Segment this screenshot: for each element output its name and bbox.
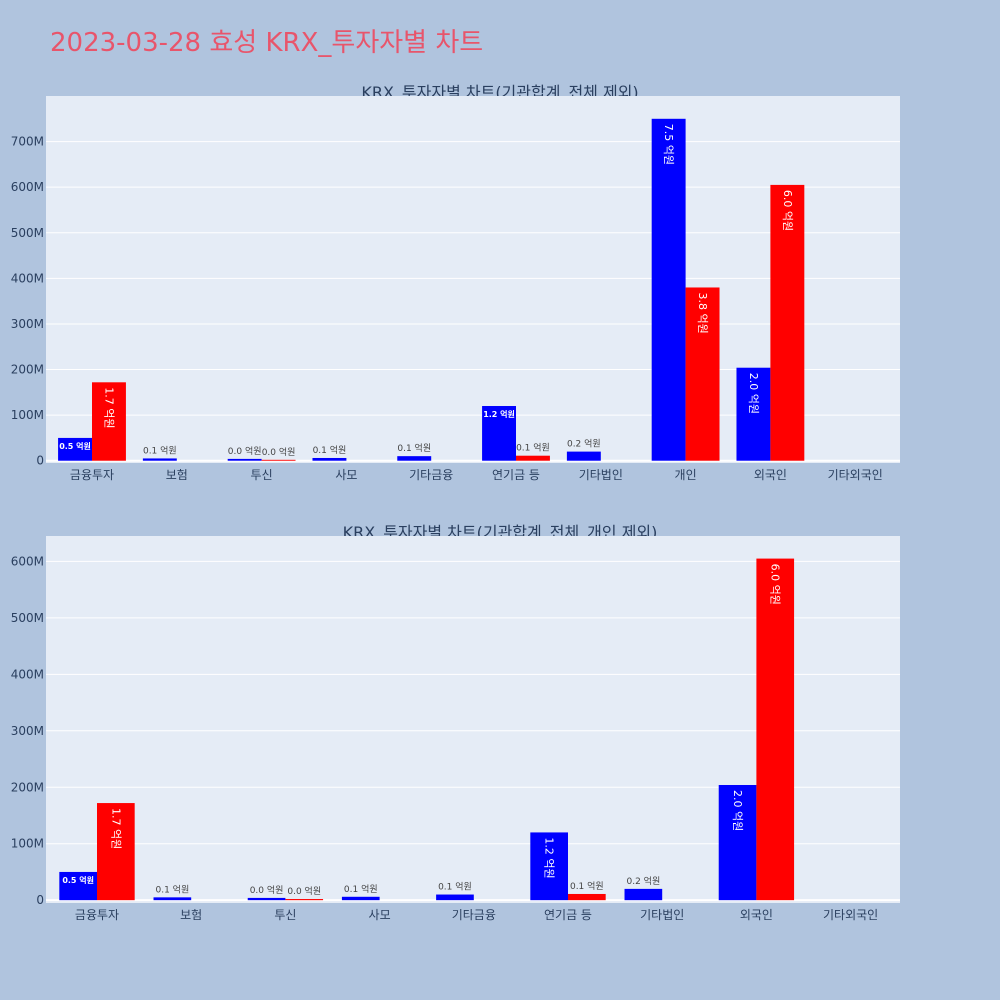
bar (341, 896, 380, 901)
bar (568, 893, 606, 901)
bar (153, 897, 192, 901)
bar (436, 894, 474, 901)
y-tick-label: 300M (11, 317, 44, 331)
x-tick-label: 개인 (675, 468, 697, 482)
bar-data-label: 0.1 억원 (397, 442, 431, 454)
chart-2: 0 100M 200M 300M 400M 500M 600M 금융투자 0.5 억원 1.7 억… (11, 536, 900, 922)
bar (285, 899, 324, 901)
chart-1: 0 100M 200M 300M 400M 500M 600M 700M 금융투자 0.5 억원 1… (11, 96, 900, 482)
bar-data-label: 1.2 억원 (483, 409, 515, 419)
bar-data-label: 0.5 억원 (59, 441, 91, 451)
bar (530, 832, 568, 901)
bar-data-label: 0.0 억원 (228, 445, 262, 457)
bar (58, 437, 92, 461)
y-tick-label: 0 (36, 454, 44, 468)
bar-data-label: 1.7 억원 (109, 808, 122, 849)
x-tick-label: 금융투자 (75, 908, 119, 922)
x-tick-label: 외국인 (754, 468, 787, 482)
bar (651, 118, 686, 461)
bar-data-label: 0.1 억원 (438, 881, 472, 893)
y-tick-label: 500M (11, 611, 44, 625)
bar (624, 888, 663, 901)
bar (685, 287, 720, 461)
x-tick-label: 금융투자 (70, 468, 114, 482)
x-tick-label: 기타법인 (579, 468, 623, 482)
y-tick-label: 100M (11, 837, 44, 851)
x-tick-label: 사모 (369, 908, 391, 922)
bar (97, 803, 135, 901)
x-tick-label: 기타법인 (640, 908, 684, 922)
y-tick-label: 500M (11, 226, 44, 240)
y-tick-label: 700M (11, 135, 44, 149)
bar-data-label: 0.1 억원 (570, 880, 604, 892)
bar-data-label: 0.0 억원 (250, 884, 284, 896)
bar (770, 184, 805, 461)
x-tick-label: 투신 (274, 908, 296, 922)
bar (566, 451, 601, 461)
x-tick-label: 기타금융 (452, 908, 496, 922)
x-tick-label: 보험 (166, 468, 188, 482)
bar (142, 458, 177, 461)
y-tick-label: 300M (11, 724, 44, 738)
bar-data-label: 1.2 억원 (543, 837, 556, 878)
x-tick-label: 연기금 등 (544, 908, 592, 922)
y-tick-label: 400M (11, 271, 44, 285)
y-tick-label: 600M (11, 554, 44, 568)
bar (397, 456, 432, 461)
bar-data-label: 7.5 억원 (662, 124, 675, 165)
bar (247, 897, 286, 901)
bar-data-label: 2.0 억원 (731, 790, 744, 831)
bar-data-label: 1.7 억원 (102, 387, 115, 428)
bar (312, 457, 347, 461)
bar (227, 458, 262, 461)
x-tick-label: 기타외국인 (823, 908, 878, 922)
y-tick-label: 400M (11, 667, 44, 681)
page-title: 2023-03-28 효성 KRX_투자자별 차트 (50, 28, 484, 58)
bar-data-label: 0.1 억원 (313, 444, 347, 456)
y-tick-label: 0 (36, 893, 44, 907)
x-tick-label: 투신 (251, 468, 273, 482)
bar-data-label: 0.2 억원 (567, 438, 601, 450)
bar-data-label: 0.1 억원 (143, 444, 177, 456)
bar-data-label: 6.0 억원 (781, 190, 794, 231)
bar (261, 459, 296, 461)
y-tick-label: 600M (11, 180, 44, 194)
bar (482, 406, 516, 461)
bar-data-label: 2.0 억원 (747, 373, 760, 414)
bar-data-label: 0.1 억원 (516, 442, 550, 454)
bar (59, 871, 97, 901)
bar-data-label: 3.8 억원 (696, 292, 709, 333)
y-tick-label: 200M (11, 780, 44, 794)
bar-data-label: 6.0 억원 (769, 564, 782, 605)
bar (718, 784, 757, 901)
bar (516, 455, 550, 461)
x-tick-label: 기타금융 (409, 468, 453, 482)
bar-data-label: 0.0 억원 (287, 885, 321, 897)
bar (92, 382, 126, 461)
x-tick-label: 외국인 (740, 908, 773, 922)
x-tick-label: 사모 (335, 468, 357, 482)
bar-data-label: 0.1 억원 (155, 883, 189, 895)
y-tick-label: 100M (11, 408, 44, 422)
x-tick-label: 연기금 등 (492, 468, 540, 482)
bar (756, 558, 795, 901)
bar-data-label: 0.5 억원 (62, 875, 94, 885)
bar-data-label: 0.0 억원 (262, 446, 296, 458)
x-tick-label: 보험 (180, 908, 202, 922)
bar (736, 367, 771, 461)
bar-data-label: 0.2 억원 (626, 875, 660, 887)
bar-data-label: 0.1 억원 (344, 883, 378, 895)
x-tick-label: 기타외국인 (828, 468, 883, 482)
y-tick-label: 200M (11, 363, 44, 377)
